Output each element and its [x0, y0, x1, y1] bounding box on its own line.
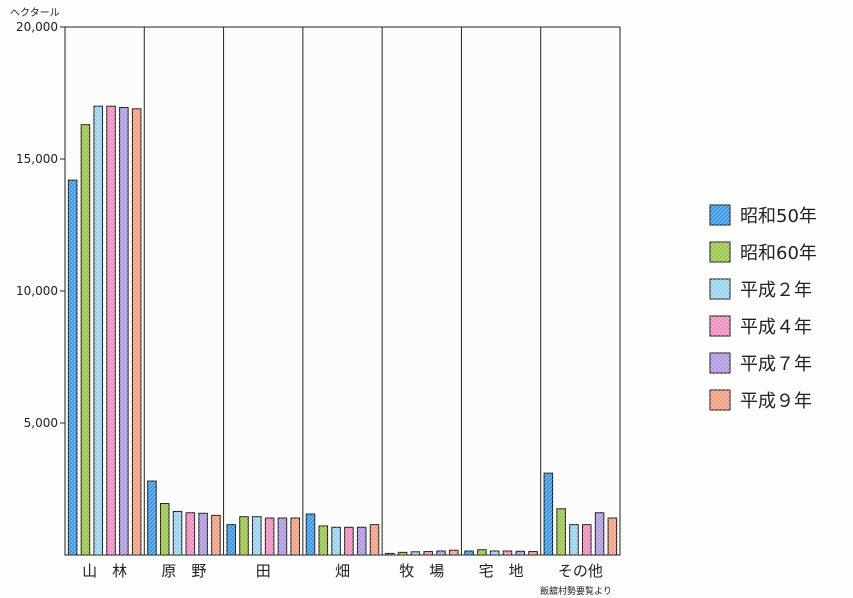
bar-hatch	[503, 551, 512, 555]
x-category-label: 山 林	[82, 562, 127, 580]
bar-hatch	[119, 107, 129, 556]
bar-hatch	[370, 524, 379, 555]
bar-hatch	[528, 551, 538, 555]
x-category-label: 田	[256, 562, 271, 580]
legend-swatch-hatch	[710, 316, 730, 336]
legend-swatch-hatch	[710, 205, 730, 225]
y-tick-label: 10,000	[16, 284, 58, 298]
bar-hatch	[556, 508, 566, 555]
bar-hatch	[477, 549, 487, 555]
bar-hatch	[357, 527, 366, 555]
y-tick-label: 5,000	[24, 416, 58, 430]
bar-hatch	[436, 551, 446, 555]
x-category-label: 宅 地	[479, 562, 524, 580]
bar-hatch	[252, 516, 262, 555]
bar-hatch	[68, 180, 77, 555]
legend-entry: 昭和50年	[740, 206, 817, 227]
bar-hatch	[319, 525, 328, 555]
bar-hatch	[411, 551, 420, 555]
bar-hatch	[516, 551, 525, 555]
bar-hatch	[569, 524, 579, 555]
bar-hatch	[186, 512, 195, 555]
y-tick-label: 15,000	[16, 152, 58, 166]
legend-swatch-hatch	[710, 390, 730, 410]
bar-hatch	[211, 515, 221, 555]
legend-entry: 平成２年	[740, 280, 812, 301]
bar-hatch	[226, 524, 236, 555]
bar-hatch	[464, 551, 474, 555]
bar-hatch	[595, 512, 604, 555]
bar-hatch	[608, 518, 617, 555]
bar-hatch	[385, 553, 395, 555]
bar-hatch	[331, 527, 341, 555]
source-label: 飯舘村勢要覧より	[540, 585, 612, 597]
bar-hatch	[490, 551, 499, 555]
bar-hatch	[398, 552, 407, 555]
bar-hatch	[265, 518, 274, 555]
y-unit-label: ヘクタール	[10, 7, 60, 19]
x-category-label: 牧 場	[399, 562, 444, 580]
bar-hatch	[582, 524, 592, 555]
legend-entry: 平成７年	[740, 354, 812, 375]
bar-hatch	[132, 108, 141, 555]
legend-swatch-hatch	[710, 242, 730, 262]
bar-hatch	[160, 503, 169, 555]
x-category-label: 原 野	[161, 562, 206, 580]
bar-hatch	[81, 124, 90, 556]
x-category-label: 畑	[335, 562, 350, 580]
y-tick-label: 20,000	[16, 20, 58, 34]
legend-swatch-hatch	[710, 279, 730, 299]
bar-hatch	[106, 106, 116, 555]
x-category-label: その他	[558, 562, 603, 580]
plot-frame	[64, 26, 621, 556]
bar-hatch	[239, 516, 249, 555]
bar-hatch	[423, 551, 433, 555]
plot-area: 5,000 10,000 15,000 20,000 山 林 原 野 田 畑 牧 場 宅 地 その他	[16, 20, 621, 580]
bar-hatch	[147, 481, 157, 555]
bar-hatch	[306, 514, 315, 555]
bar-hatch	[198, 513, 208, 555]
bar-hatch	[344, 527, 354, 555]
legend-swatch-hatch	[710, 353, 730, 373]
bar-hatch	[173, 511, 182, 555]
bar-hatch	[278, 518, 287, 555]
legend-entry: 平成９年	[740, 391, 812, 412]
bar-hatch	[449, 550, 459, 555]
bar-hatch	[93, 106, 103, 555]
bar-hatch	[544, 473, 553, 555]
legend-entry: 昭和60年	[740, 243, 817, 264]
legend-entry: 平成４年	[740, 317, 812, 338]
bar-hatch	[290, 518, 300, 555]
